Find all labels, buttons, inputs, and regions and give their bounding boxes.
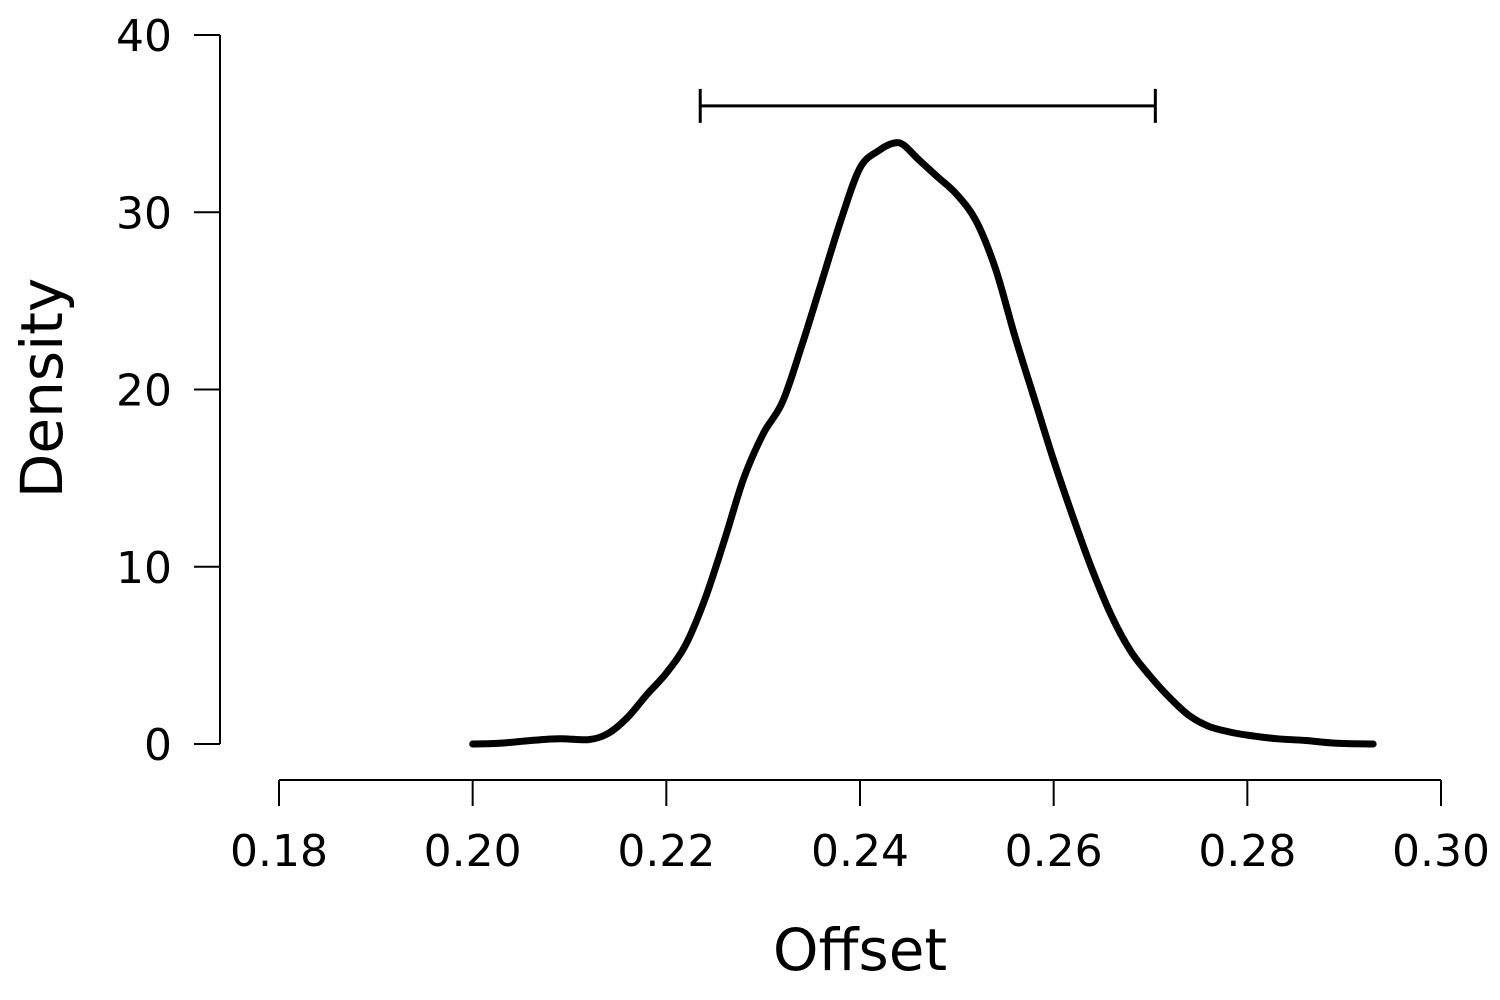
y-tick-label: 40 [116, 11, 172, 62]
y-tick-label: 20 [116, 366, 172, 417]
y-tick-label: 30 [116, 188, 172, 239]
x-axis: 0.18 0.20 0.22 0.24 0.26 0.28 0.30 [230, 779, 1490, 877]
x-tick-label: 0.30 [1392, 826, 1490, 877]
x-tick-label: 0.24 [811, 826, 909, 877]
y-tick-label: 0 [144, 720, 172, 771]
x-tick-label: 0.26 [1005, 826, 1103, 877]
x-tick-label: 0.18 [230, 826, 328, 877]
x-axis-title: Offset [773, 916, 947, 984]
interval-bar [698, 88, 1157, 123]
y-axis: 0 10 20 30 40 [116, 11, 221, 771]
x-tick-label: 0.22 [617, 826, 715, 877]
y-tick-label: 10 [116, 543, 172, 594]
x-tick-label: 0.28 [1198, 826, 1296, 877]
x-tick-label: 0.20 [424, 826, 522, 877]
y-axis-title: Density [8, 278, 76, 499]
density-curve [469, 139, 1377, 748]
